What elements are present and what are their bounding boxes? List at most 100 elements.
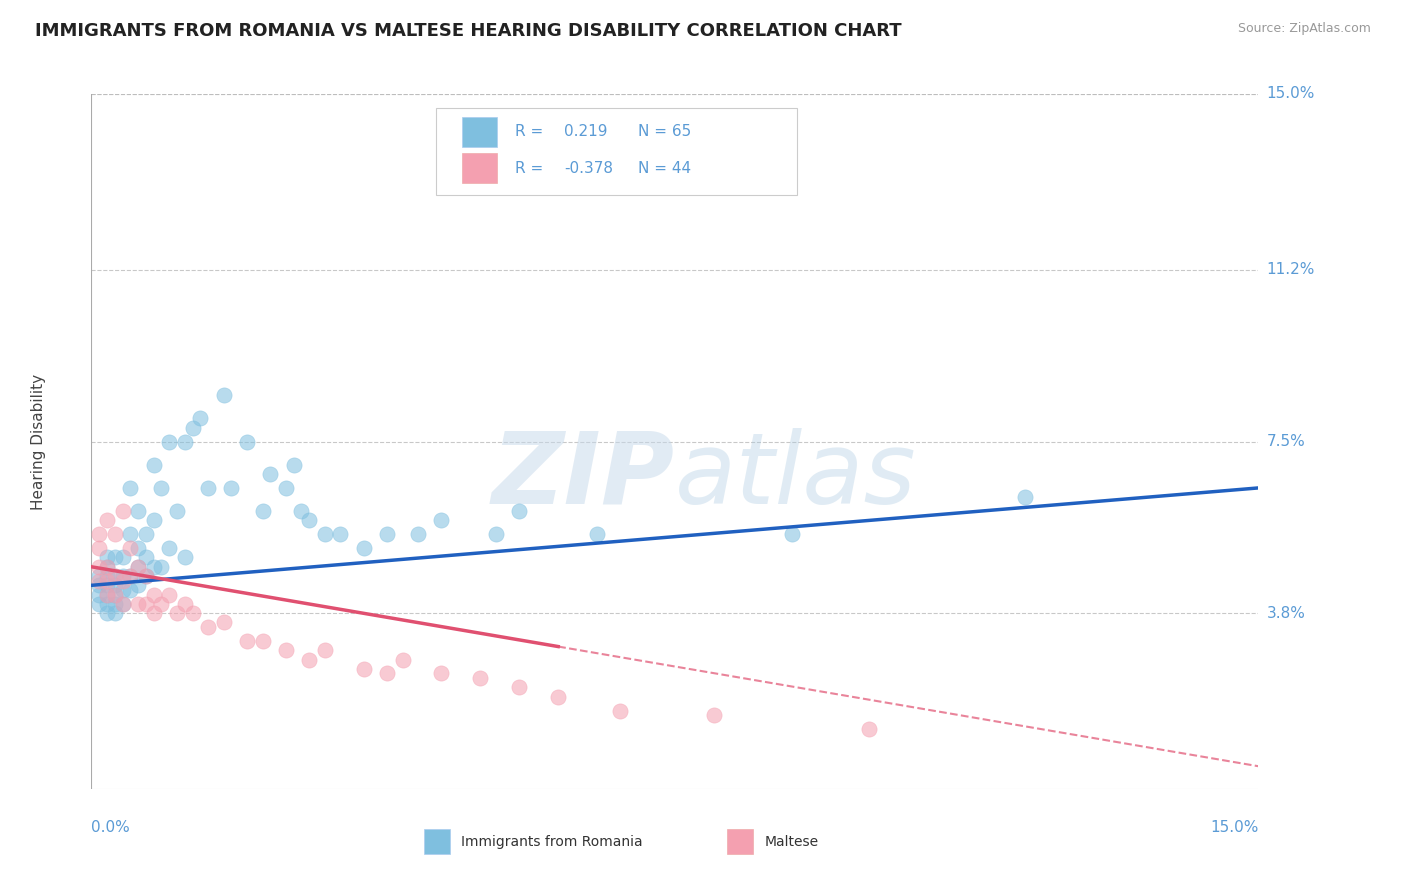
Text: Hearing Disability: Hearing Disability — [31, 374, 46, 509]
Point — [142, 588, 165, 602]
Point — [96, 559, 118, 574]
Point — [166, 606, 188, 620]
Text: Maltese: Maltese — [765, 835, 818, 848]
Point — [142, 606, 165, 620]
Point — [89, 527, 111, 541]
Point — [96, 588, 118, 602]
Text: ZIP: ZIP — [492, 428, 675, 524]
Text: N = 65: N = 65 — [637, 124, 690, 139]
Point — [1014, 490, 1036, 504]
Point — [298, 513, 321, 527]
Text: 15.0%: 15.0% — [1211, 820, 1258, 835]
Point — [252, 634, 274, 648]
Point — [430, 666, 453, 681]
Point — [104, 527, 127, 541]
Text: 0.219: 0.219 — [564, 124, 607, 139]
Point — [197, 481, 219, 495]
Point — [96, 513, 118, 527]
Text: -0.378: -0.378 — [564, 161, 613, 176]
Point — [135, 569, 157, 583]
Point — [181, 420, 204, 434]
Point — [236, 434, 259, 449]
Text: Immigrants from Romania: Immigrants from Romania — [461, 835, 643, 848]
Point — [142, 458, 165, 472]
Point — [120, 541, 142, 556]
Text: IMMIGRANTS FROM ROMANIA VS MALTESE HEARING DISABILITY CORRELATION CHART: IMMIGRANTS FROM ROMANIA VS MALTESE HEARI… — [35, 22, 901, 40]
Point — [470, 671, 492, 685]
Point — [221, 481, 243, 495]
Point — [150, 597, 173, 611]
Point — [150, 481, 173, 495]
Point — [375, 666, 398, 681]
Point — [89, 569, 111, 583]
Point — [96, 569, 118, 583]
Point — [120, 569, 142, 583]
Point — [111, 504, 134, 518]
Point — [96, 578, 118, 592]
Text: R =: R = — [515, 161, 543, 176]
Point — [157, 588, 180, 602]
Point — [329, 527, 352, 541]
Point — [127, 559, 149, 574]
Point — [104, 550, 127, 565]
FancyBboxPatch shape — [436, 108, 797, 194]
Point — [120, 582, 142, 597]
Point — [111, 597, 134, 611]
Point — [104, 588, 127, 602]
Point — [135, 569, 157, 583]
Point — [89, 574, 111, 588]
Point — [111, 574, 134, 588]
Point — [135, 527, 157, 541]
Point — [104, 569, 127, 583]
Point — [353, 541, 375, 556]
Point — [703, 708, 725, 723]
Text: 7.5%: 7.5% — [1267, 434, 1305, 449]
Point — [96, 550, 118, 565]
Point — [120, 481, 142, 495]
Point — [173, 597, 195, 611]
Point — [111, 550, 134, 565]
Point — [135, 597, 157, 611]
Point — [508, 504, 530, 518]
Point — [104, 597, 127, 611]
Point — [104, 588, 127, 602]
Point — [89, 541, 111, 556]
Point — [135, 550, 157, 565]
Point — [166, 504, 188, 518]
Point — [283, 458, 305, 472]
Point — [173, 434, 195, 449]
Point — [142, 513, 165, 527]
Point — [586, 527, 609, 541]
Point — [111, 597, 134, 611]
Text: 11.2%: 11.2% — [1267, 262, 1315, 277]
Point — [290, 504, 312, 518]
Point — [96, 606, 118, 620]
Text: 3.8%: 3.8% — [1267, 606, 1306, 621]
Text: 0.0%: 0.0% — [91, 820, 131, 835]
Text: R =: R = — [515, 124, 548, 139]
Point — [104, 606, 127, 620]
Point — [188, 411, 211, 425]
Point — [430, 513, 453, 527]
Point — [197, 620, 219, 634]
Point — [96, 559, 118, 574]
Point — [89, 578, 111, 592]
Point — [120, 527, 142, 541]
Point — [127, 578, 149, 592]
Point — [111, 569, 134, 583]
Text: 15.0%: 15.0% — [1267, 87, 1315, 101]
Bar — [463, 153, 498, 183]
Point — [181, 606, 204, 620]
Text: atlas: atlas — [675, 428, 917, 524]
Point — [252, 504, 274, 518]
Point — [111, 582, 134, 597]
Point — [274, 481, 297, 495]
Point — [157, 434, 180, 449]
Point — [104, 569, 127, 583]
Point — [127, 541, 149, 556]
Point — [157, 541, 180, 556]
Bar — [463, 118, 498, 146]
Point — [508, 681, 530, 695]
Point — [375, 527, 398, 541]
Point — [298, 652, 321, 666]
